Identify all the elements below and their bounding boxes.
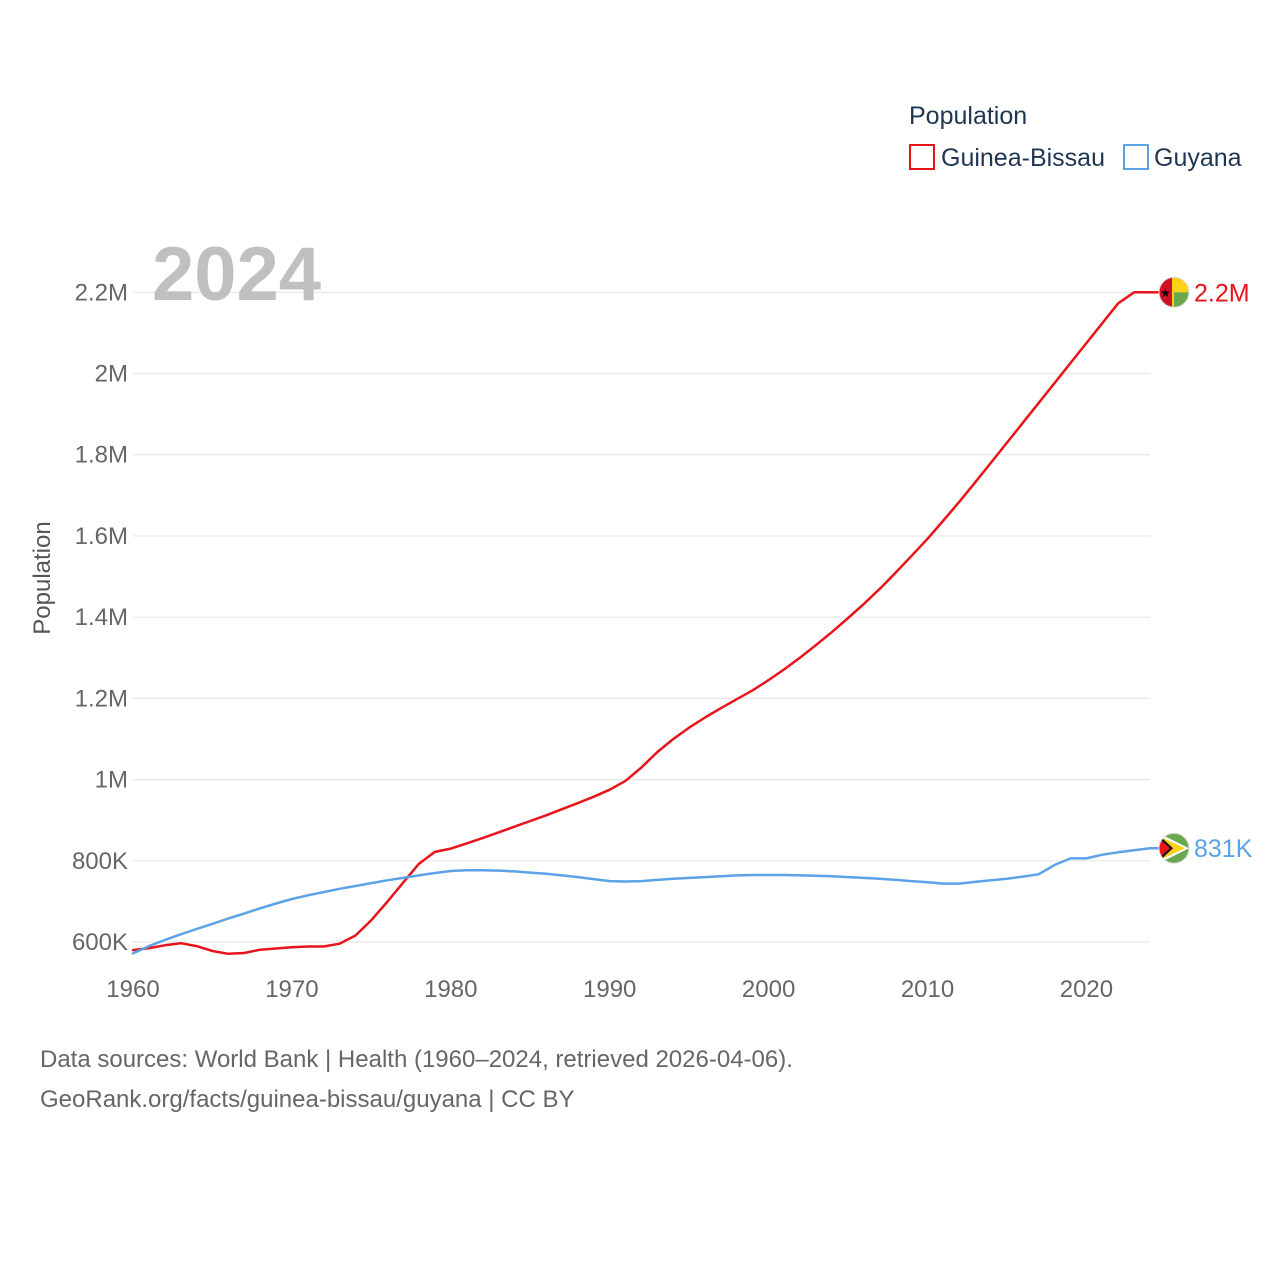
series-line-guinea-bissau[interactable] [131, 291, 1152, 956]
y-tick-label: 1.6M [75, 523, 128, 550]
y-axis-title: Population [29, 521, 56, 634]
y-tick-label: 2.2M [75, 279, 128, 306]
source-line-2[interactable]: GeoRank.org/facts/guinea-bissau/guyana |… [40, 1086, 575, 1113]
x-tick-label: 1990 [583, 976, 636, 1003]
gridlines [133, 291, 1150, 943]
guinea-bissau-flag-icon: ★ [1158, 276, 1190, 308]
y-tick-label: 600K [72, 929, 128, 956]
series-end-label-guyana: 831K [1194, 835, 1253, 863]
series-lines [131, 291, 1152, 956]
y-axis-ticks: 600K 800K 1M 1.2M 1.4M 1.6M 1.8M 2M 2.2M [72, 279, 128, 956]
y-tick-label: 1.4M [75, 604, 128, 631]
legend: Population Guinea-Bissau Guyana [909, 102, 1242, 172]
y-tick-label: 800K [72, 848, 128, 875]
legend-label-guinea-bissau[interactable]: Guinea-Bissau [941, 144, 1105, 172]
guyana-flag-icon [1158, 832, 1190, 864]
population-line-chart: 600K 800K 1M 1.2M 1.4M 1.6M 1.8M 2M 2.2M 1960 197… [29, 102, 1253, 1003]
legend-title: Population [909, 102, 1027, 130]
y-tick-label: 2M [95, 361, 128, 388]
series-end-markers: ★ 2.2M 831K [1150, 276, 1253, 864]
svg-text:★: ★ [1160, 286, 1171, 300]
x-tick-label: 2020 [1060, 976, 1113, 1003]
series-line-guyana[interactable] [131, 846, 1152, 955]
x-axis-ticks: 1960 1970 1980 1990 2000 2010 2020 [106, 976, 1113, 1003]
x-tick-label: 1980 [424, 976, 477, 1003]
x-tick-label: 2000 [742, 976, 795, 1003]
legend-swatch-guinea-bissau[interactable] [909, 144, 935, 170]
y-tick-label: 1M [95, 767, 128, 794]
y-tick-label: 1.8M [75, 442, 128, 469]
legend-label-guyana[interactable]: Guyana [1154, 144, 1242, 172]
legend-swatch-guyana[interactable] [1123, 144, 1149, 170]
x-tick-label: 1970 [265, 976, 318, 1003]
series-end-label-guinea-bissau: 2.2M [1194, 279, 1250, 307]
year-watermark: 2024 [152, 232, 321, 317]
x-tick-label: 2010 [901, 976, 954, 1003]
source-line-1: Data sources: World Bank | Health (1960–… [40, 1046, 793, 1073]
x-tick-label: 1960 [106, 976, 159, 1003]
y-tick-label: 1.2M [75, 685, 128, 712]
